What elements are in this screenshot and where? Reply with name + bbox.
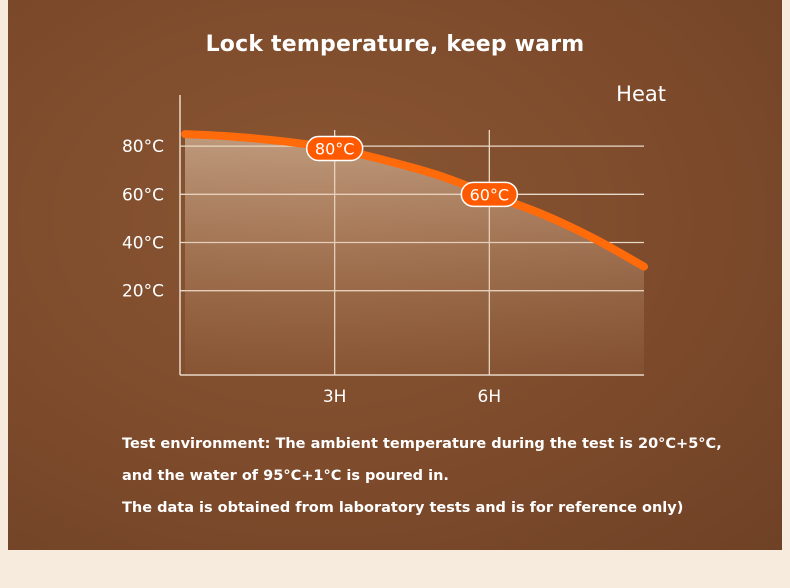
y-tick-label: 40°C: [122, 234, 164, 254]
chart-title: Lock temperature, keep warm: [205, 32, 585, 57]
x-tick-label: 3H: [323, 387, 347, 407]
data-label: 60°C: [470, 185, 510, 204]
test-note-3: The data is obtained from laboratory tes…: [122, 500, 684, 516]
area-fill: [185, 134, 644, 375]
data-label-badge: [305, 135, 364, 162]
series-line: [181, 130, 648, 271]
y-tick-label: 20°C: [122, 282, 164, 302]
y-axis-label: Heat: [616, 82, 666, 106]
x-tick-label: 6H: [478, 387, 502, 407]
data-label: 80°C: [315, 140, 355, 159]
test-note-2: and the water of 95°C+1°C is poured in.: [122, 468, 449, 484]
data-label-badge: [460, 181, 519, 208]
y-tick-label: 80°C: [122, 137, 164, 157]
y-tick-label: 60°C: [122, 185, 164, 205]
test-note-1: Test environment: The ambient temperatur…: [122, 436, 722, 452]
